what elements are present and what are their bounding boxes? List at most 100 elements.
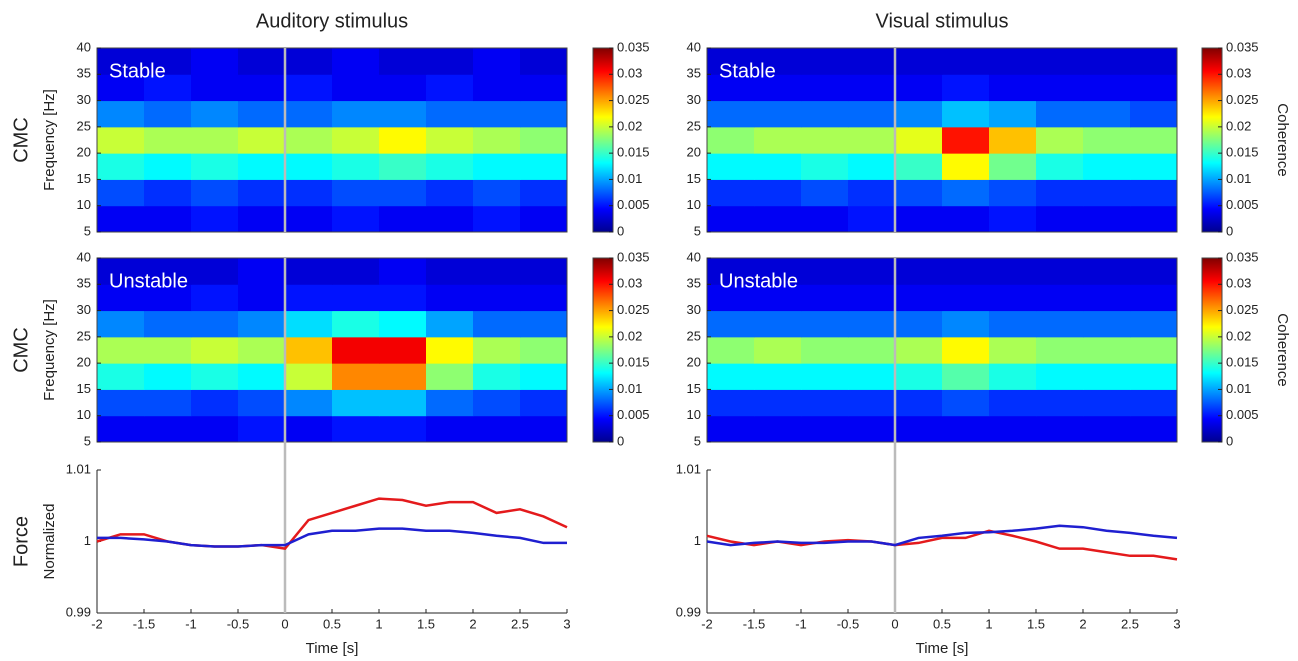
heatmap-cell — [895, 310, 943, 338]
heatmap-cell — [144, 310, 192, 338]
y-tick-label: 20 — [77, 145, 91, 160]
heatmap-cell — [426, 179, 474, 207]
x-tick-label: -1.5 — [133, 616, 155, 631]
heatmap-cell — [191, 389, 239, 417]
x-tick-label: -2 — [701, 616, 713, 631]
heatmap-cell — [942, 415, 990, 443]
heatmap-cell — [238, 310, 286, 338]
heatmap-cell — [1083, 126, 1131, 154]
heatmap-cell — [238, 74, 286, 102]
heatmap-cell — [1036, 205, 1084, 233]
x-tick-label: 1.5 — [1027, 616, 1045, 631]
heatmap-cell — [332, 389, 380, 417]
heatmap-cell — [144, 74, 192, 102]
heatmap-cell — [754, 100, 802, 128]
heatmap-cell — [426, 74, 474, 102]
x-tick-label: -1 — [185, 616, 197, 631]
heatmap-cell — [238, 258, 286, 285]
heatmap-cell — [989, 74, 1037, 102]
heatmap-cell — [848, 179, 896, 207]
heatmap-cell — [238, 284, 286, 312]
colorbar-tick-label: 0.015 — [1226, 145, 1259, 160]
y-tick-label: 15 — [77, 171, 91, 186]
heatmap-cell — [238, 205, 286, 233]
heatmap-cell — [848, 389, 896, 417]
heatmap-cell — [238, 179, 286, 207]
heatmap-cell — [989, 126, 1037, 154]
heatmap-cell — [473, 363, 521, 390]
heatmap-cell — [473, 153, 521, 180]
heatmap-cell — [473, 389, 521, 417]
x-tick-label: 3 — [1173, 616, 1180, 631]
heatmap-cell — [332, 205, 380, 233]
x-tick-label: -0.5 — [837, 616, 859, 631]
y-tick-label: 15 — [687, 171, 701, 186]
y-tick-label: 0.99 — [676, 604, 701, 619]
colorbar-tick-label: 0.01 — [1226, 171, 1251, 186]
heatmap-cell — [1083, 179, 1131, 207]
heatmap-cell — [473, 284, 521, 312]
y-tick-label: 10 — [77, 197, 91, 212]
x-tick-label: 2.5 — [1121, 616, 1139, 631]
heatmap-cell — [801, 74, 849, 102]
heatmap-cell — [238, 415, 286, 443]
heatmap-cell — [754, 284, 802, 312]
colorbar-tick-label: 0.035 — [617, 39, 650, 54]
heatmap-cell — [191, 205, 239, 233]
heatmap-cell — [97, 153, 145, 180]
heatmap-cell — [379, 205, 427, 233]
heatmap-cell — [942, 126, 990, 154]
heatmap-cell — [426, 415, 474, 443]
heatmap-cell — [895, 179, 943, 207]
colorbar-tick-label: 0 — [617, 433, 624, 448]
colorbar-tick-label: 0.02 — [617, 328, 642, 343]
y-tick-label: 0.99 — [66, 604, 91, 619]
colorbar-tick-label: 0.035 — [1226, 249, 1259, 264]
heatmap-cell — [285, 310, 333, 338]
heatmap-cell — [895, 415, 943, 443]
heatmap-cell — [238, 100, 286, 128]
y-tick-label: 40 — [77, 39, 91, 54]
heatmap-cell — [754, 48, 802, 75]
heatmap-cell — [707, 363, 755, 390]
heatmap-cell — [1130, 258, 1178, 285]
heatmap-cell — [473, 336, 521, 364]
heatmap-cell — [754, 310, 802, 338]
heatmap-cell — [285, 415, 333, 443]
heatmap-cell — [285, 205, 333, 233]
heatmap-cell — [1130, 310, 1178, 338]
heatmap-cell — [191, 48, 239, 75]
heatmap-cell — [285, 100, 333, 128]
heatmap-cell — [473, 205, 521, 233]
heatmap-cell — [848, 153, 896, 180]
y-tick-label: 35 — [77, 66, 91, 81]
colorbar-tick-label: 0.005 — [1226, 407, 1259, 422]
heatmap-cell — [801, 48, 849, 75]
x-axis-label: Time [s] — [306, 640, 359, 657]
heatmap-cell — [754, 363, 802, 390]
heatmap-cell — [473, 74, 521, 102]
colorbar-tick-label: 0 — [617, 223, 624, 238]
heatmap-cell — [1130, 126, 1178, 154]
y-tick-label: 10 — [687, 197, 701, 212]
x-tick-label: 0.5 — [933, 616, 951, 631]
column-title: Visual stimulus — [875, 10, 1008, 32]
heatmap-cell — [285, 126, 333, 154]
heatmap-cell — [1036, 153, 1084, 180]
colorbar — [1201, 47, 1223, 233]
heatmap-cell — [1036, 389, 1084, 417]
colorbar-tick-label: 0.01 — [1226, 381, 1251, 396]
heatmap-cell — [191, 310, 239, 338]
heatmap-cell — [144, 284, 192, 312]
colorbar-tick-label: 0.005 — [617, 407, 650, 422]
y-tick-label: 1 — [84, 533, 91, 548]
y-tick-label: 15 — [77, 381, 91, 396]
x-tick-label: 0.5 — [323, 616, 341, 631]
y-tick-label: 1.01 — [676, 461, 701, 476]
colorbar-tick-label: 0.025 — [617, 302, 650, 317]
colorbar-tick-label: 0 — [1226, 223, 1233, 238]
heatmap-cell — [801, 205, 849, 233]
heatmap-cell — [989, 389, 1037, 417]
heatmap-cell — [426, 310, 474, 338]
heatmap-cell — [191, 284, 239, 312]
